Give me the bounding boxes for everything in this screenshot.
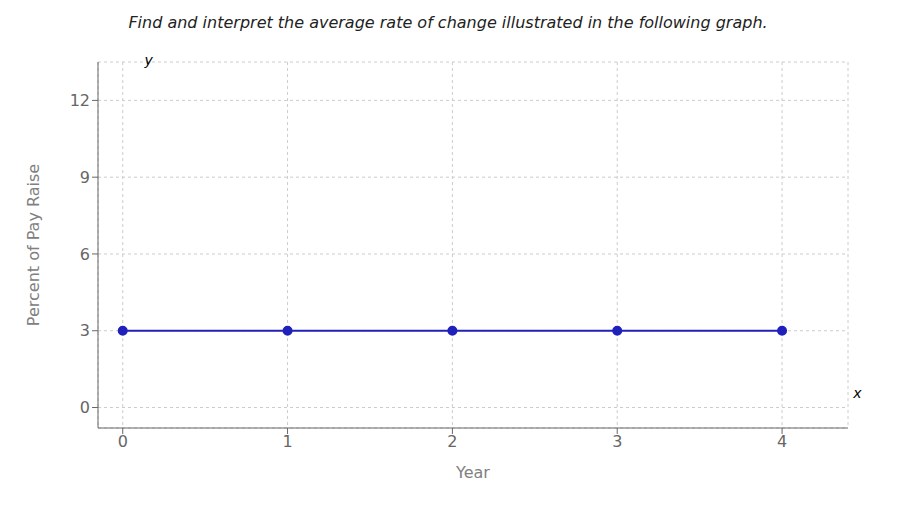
svg-text:Percent of Pay Raise: Percent of Pay Raise [24,164,43,326]
svg-text:4: 4 [777,432,787,451]
svg-text:0: 0 [80,398,90,417]
svg-text:x: x [852,385,862,401]
svg-text:3: 3 [80,321,90,340]
svg-text:6: 6 [80,245,90,264]
svg-text:Year: Year [455,463,490,482]
svg-text:1: 1 [282,432,292,451]
svg-text:2: 2 [447,432,457,451]
svg-text:0: 0 [118,432,128,451]
svg-text:12: 12 [70,91,90,110]
svg-text:3: 3 [612,432,622,451]
html-text:Find and interpret the average: Find and interpret the average rate of c… [128,13,768,32]
svg-text:9: 9 [80,168,90,187]
svg-text:y: y [144,52,154,68]
